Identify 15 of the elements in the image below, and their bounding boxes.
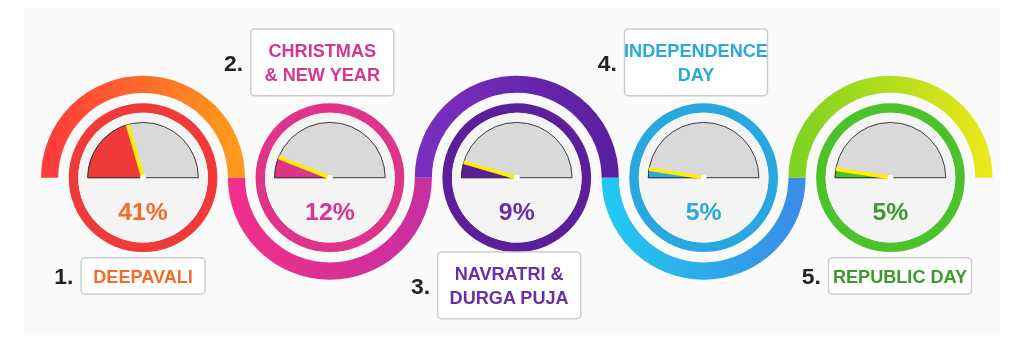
- text: 1.: [54, 263, 74, 290]
- category-label: NAVRATRI & DURGA PUJA: [449, 263, 569, 309]
- text: 3.: [410, 273, 431, 300]
- data-label: 5%: [685, 197, 722, 225]
- text: 5.: [801, 263, 821, 290]
- category-label: DEEPAVALI: [93, 266, 193, 287]
- data-label: 12%: [305, 197, 355, 225]
- data-label: 41%: [118, 197, 168, 225]
- text: 4.: [597, 49, 617, 76]
- category-label: REPUBLIC DAY: [832, 266, 968, 287]
- category-label: CHRISTMAS & NEW YEAR: [264, 40, 380, 86]
- data-label: 9%: [498, 197, 535, 225]
- category-label: INDEPENDENCE DAY: [624, 40, 768, 86]
- data-label: 5%: [872, 197, 909, 225]
- text: 2.: [224, 49, 244, 76]
